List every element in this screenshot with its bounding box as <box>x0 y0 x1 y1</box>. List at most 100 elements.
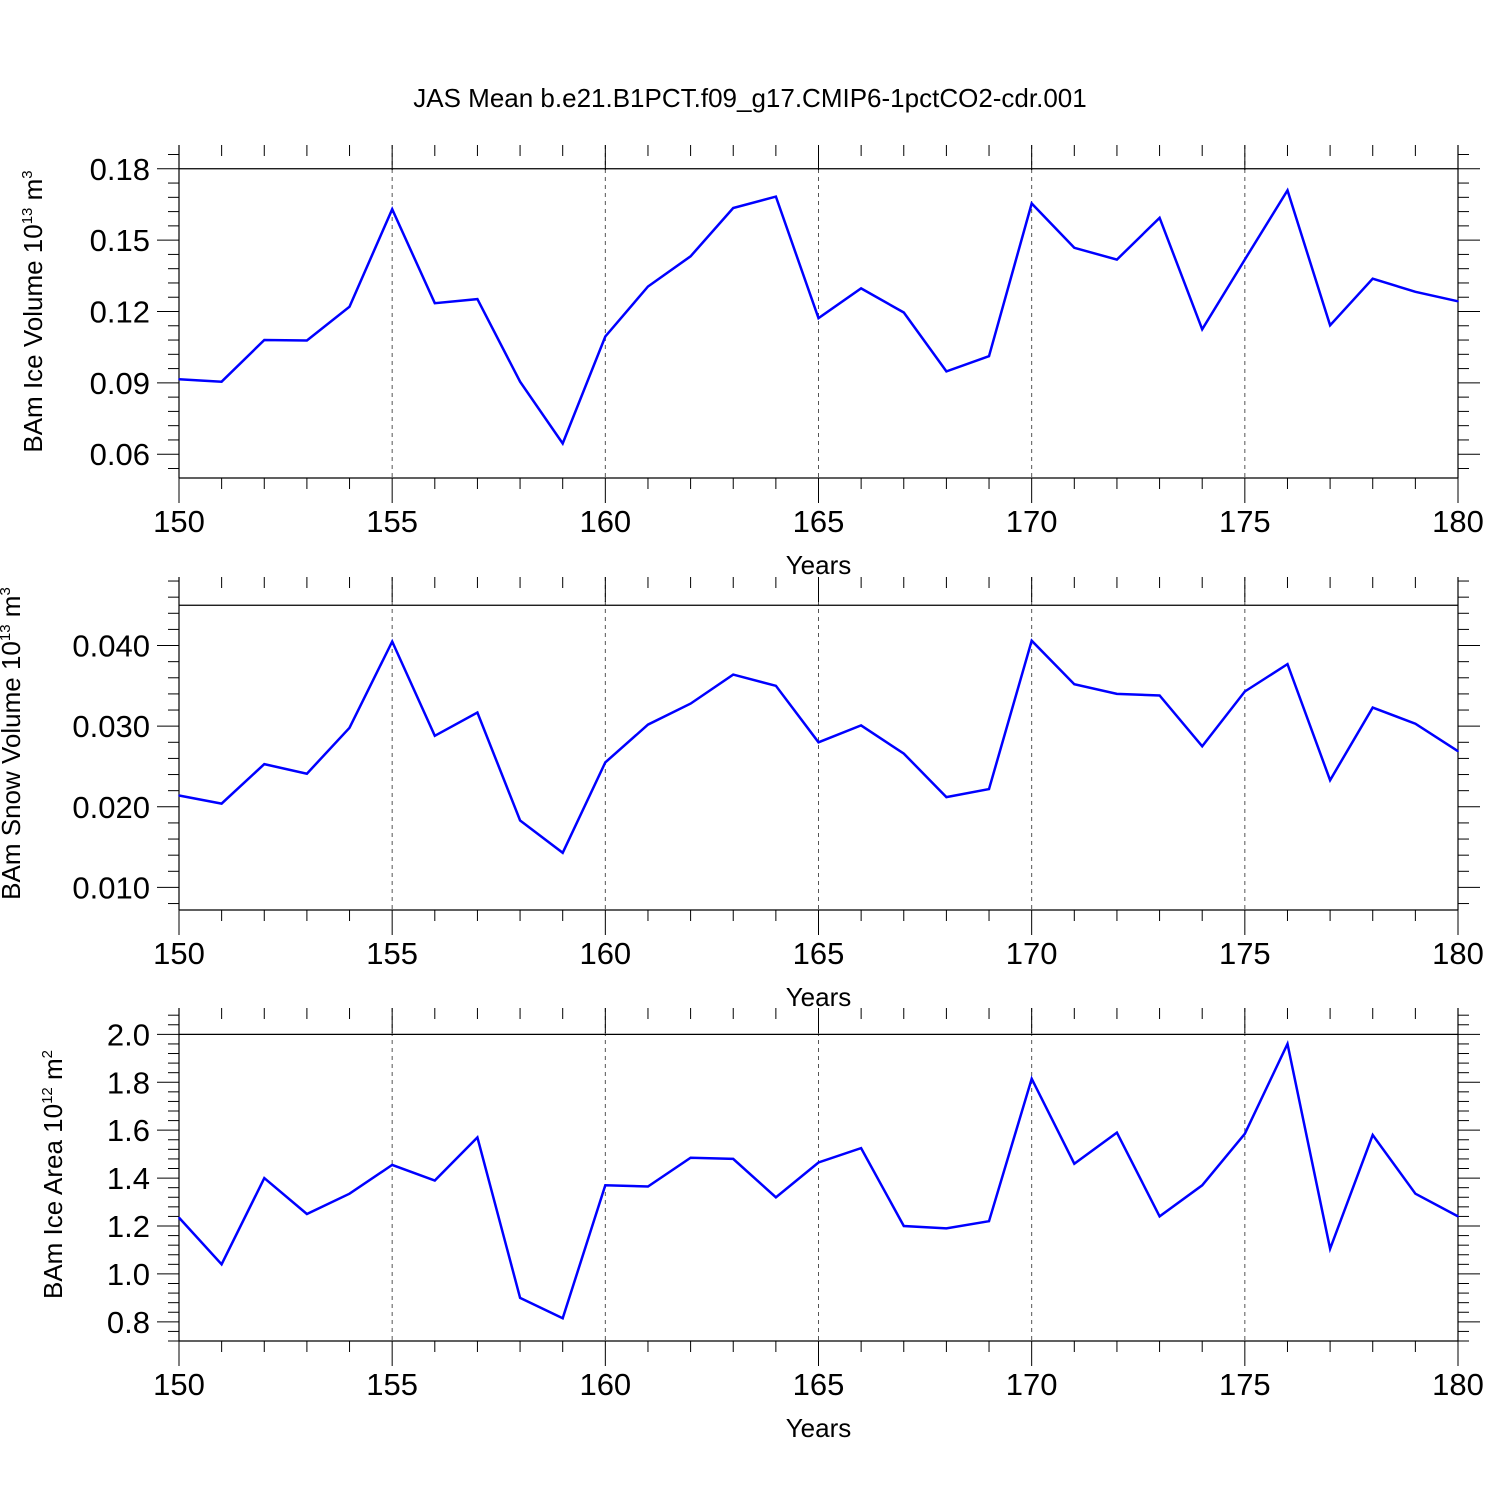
data-point <box>775 685 777 687</box>
data-point <box>1286 189 1289 192</box>
x-tick-label: 155 <box>366 936 418 971</box>
x-tick-label: 160 <box>579 936 631 971</box>
y-axis-label: BAm Snow Volume 1013 m3 <box>0 587 26 900</box>
data-point <box>860 287 862 290</box>
data-point <box>902 752 905 755</box>
x-tick-label: 170 <box>1006 936 1058 971</box>
y-tick-label: 1.8 <box>107 1065 150 1100</box>
data-point <box>1244 690 1246 693</box>
data-point <box>775 1196 777 1199</box>
data-point <box>1158 1215 1161 1218</box>
y-tick-label: 1.2 <box>107 1209 150 1244</box>
data-point <box>604 761 607 764</box>
data-point <box>1329 779 1331 781</box>
data-point <box>1158 694 1161 697</box>
data-point <box>178 378 180 381</box>
data-point <box>1158 216 1161 219</box>
data-point <box>732 207 735 209</box>
x-tick-label: 170 <box>1006 1367 1058 1402</box>
data-point <box>1457 300 1459 303</box>
x-tick-label: 155 <box>366 504 418 539</box>
data-point <box>860 724 862 727</box>
data-point <box>348 1192 351 1195</box>
data-point <box>178 794 180 797</box>
data-point <box>775 195 777 198</box>
data-point <box>1244 258 1246 261</box>
data-point <box>689 1156 692 1159</box>
data-point <box>945 1227 948 1230</box>
data-point <box>1030 639 1033 642</box>
data-point <box>434 735 436 737</box>
x-tick-label: 160 <box>579 504 631 539</box>
data-point <box>263 763 266 765</box>
y-tick-label: 2.0 <box>107 1017 150 1052</box>
y-tick-label: 0.010 <box>72 870 150 905</box>
data-point <box>1073 246 1076 249</box>
data-point <box>476 1136 479 1139</box>
data-point <box>220 380 223 383</box>
data-point <box>561 851 564 854</box>
data-point <box>1329 324 1331 327</box>
data-point <box>220 802 223 805</box>
x-tick-label: 175 <box>1219 1367 1271 1402</box>
data-point <box>476 298 479 300</box>
x-tick-label: 175 <box>1219 936 1271 971</box>
data-point <box>1116 258 1118 261</box>
data-point <box>689 255 692 258</box>
data-point <box>1457 1215 1459 1218</box>
data-point <box>391 640 393 643</box>
data-point <box>1371 277 1374 280</box>
data-point <box>945 370 948 373</box>
data-point <box>1073 1162 1076 1165</box>
data-point <box>1286 1043 1289 1045</box>
data-point <box>1329 1247 1331 1250</box>
y-axis-label-main: BAm Snow Volume 10 <box>0 641 26 900</box>
data-point <box>1244 1132 1246 1135</box>
x-tick-label: 165 <box>793 1367 845 1402</box>
y-tick-label: 0.040 <box>72 629 150 664</box>
data-point <box>220 1263 223 1266</box>
data-point <box>817 1161 820 1164</box>
y-axis-label-unit-exponent: 2 <box>39 1050 56 1058</box>
panel-ice-area: 0.8 1.0 1.2 1.4 1.6 1.8 2.0 150 155 160 165 170 175 1… <box>38 1008 1484 1443</box>
data-point <box>434 1179 436 1182</box>
data-point <box>1116 693 1118 695</box>
data-point <box>519 819 521 822</box>
data-point <box>604 335 607 338</box>
data-point <box>647 285 649 288</box>
y-axis-label-unit-exponent: 3 <box>0 587 14 595</box>
x-axis-label: Years <box>786 982 852 1012</box>
data-point <box>902 1225 905 1227</box>
data-point <box>434 302 436 304</box>
data-point <box>647 723 649 726</box>
y-axis-label-exponent: 12 <box>39 1087 56 1104</box>
data-point <box>1371 706 1374 709</box>
x-tick-label: 170 <box>1006 504 1058 539</box>
data-point <box>391 208 393 211</box>
data-point <box>1030 202 1033 205</box>
panel-snow-volume: 0.010 0.020 0.030 0.040 150 155 160 165 170 175 18… <box>0 577 1484 1012</box>
data-point <box>1073 683 1076 686</box>
y-tick-label: 1.4 <box>107 1161 150 1196</box>
data-point <box>988 1220 990 1223</box>
y-axis-label-exponent: 13 <box>19 208 36 225</box>
data-point <box>1286 663 1289 665</box>
data-point <box>945 796 948 798</box>
x-tick-label: 150 <box>153 1367 205 1402</box>
data-point <box>689 702 692 705</box>
x-tick-label: 175 <box>1219 504 1271 539</box>
data-point <box>1201 1184 1203 1187</box>
data-point <box>263 339 266 341</box>
y-axis-label-main: BAm Ice Volume 10 <box>18 224 48 452</box>
y-axis-label-unit: m <box>18 179 48 208</box>
y-axis-label-unit: m <box>0 596 26 625</box>
x-axis-label: Years <box>786 550 852 580</box>
y-tick-label: 0.09 <box>90 366 150 401</box>
data-point <box>1201 328 1203 331</box>
x-tick-label: 155 <box>366 1367 418 1402</box>
y-axis-label-exponent: 13 <box>0 624 14 641</box>
data-point <box>519 380 521 383</box>
data-point <box>860 1147 862 1149</box>
